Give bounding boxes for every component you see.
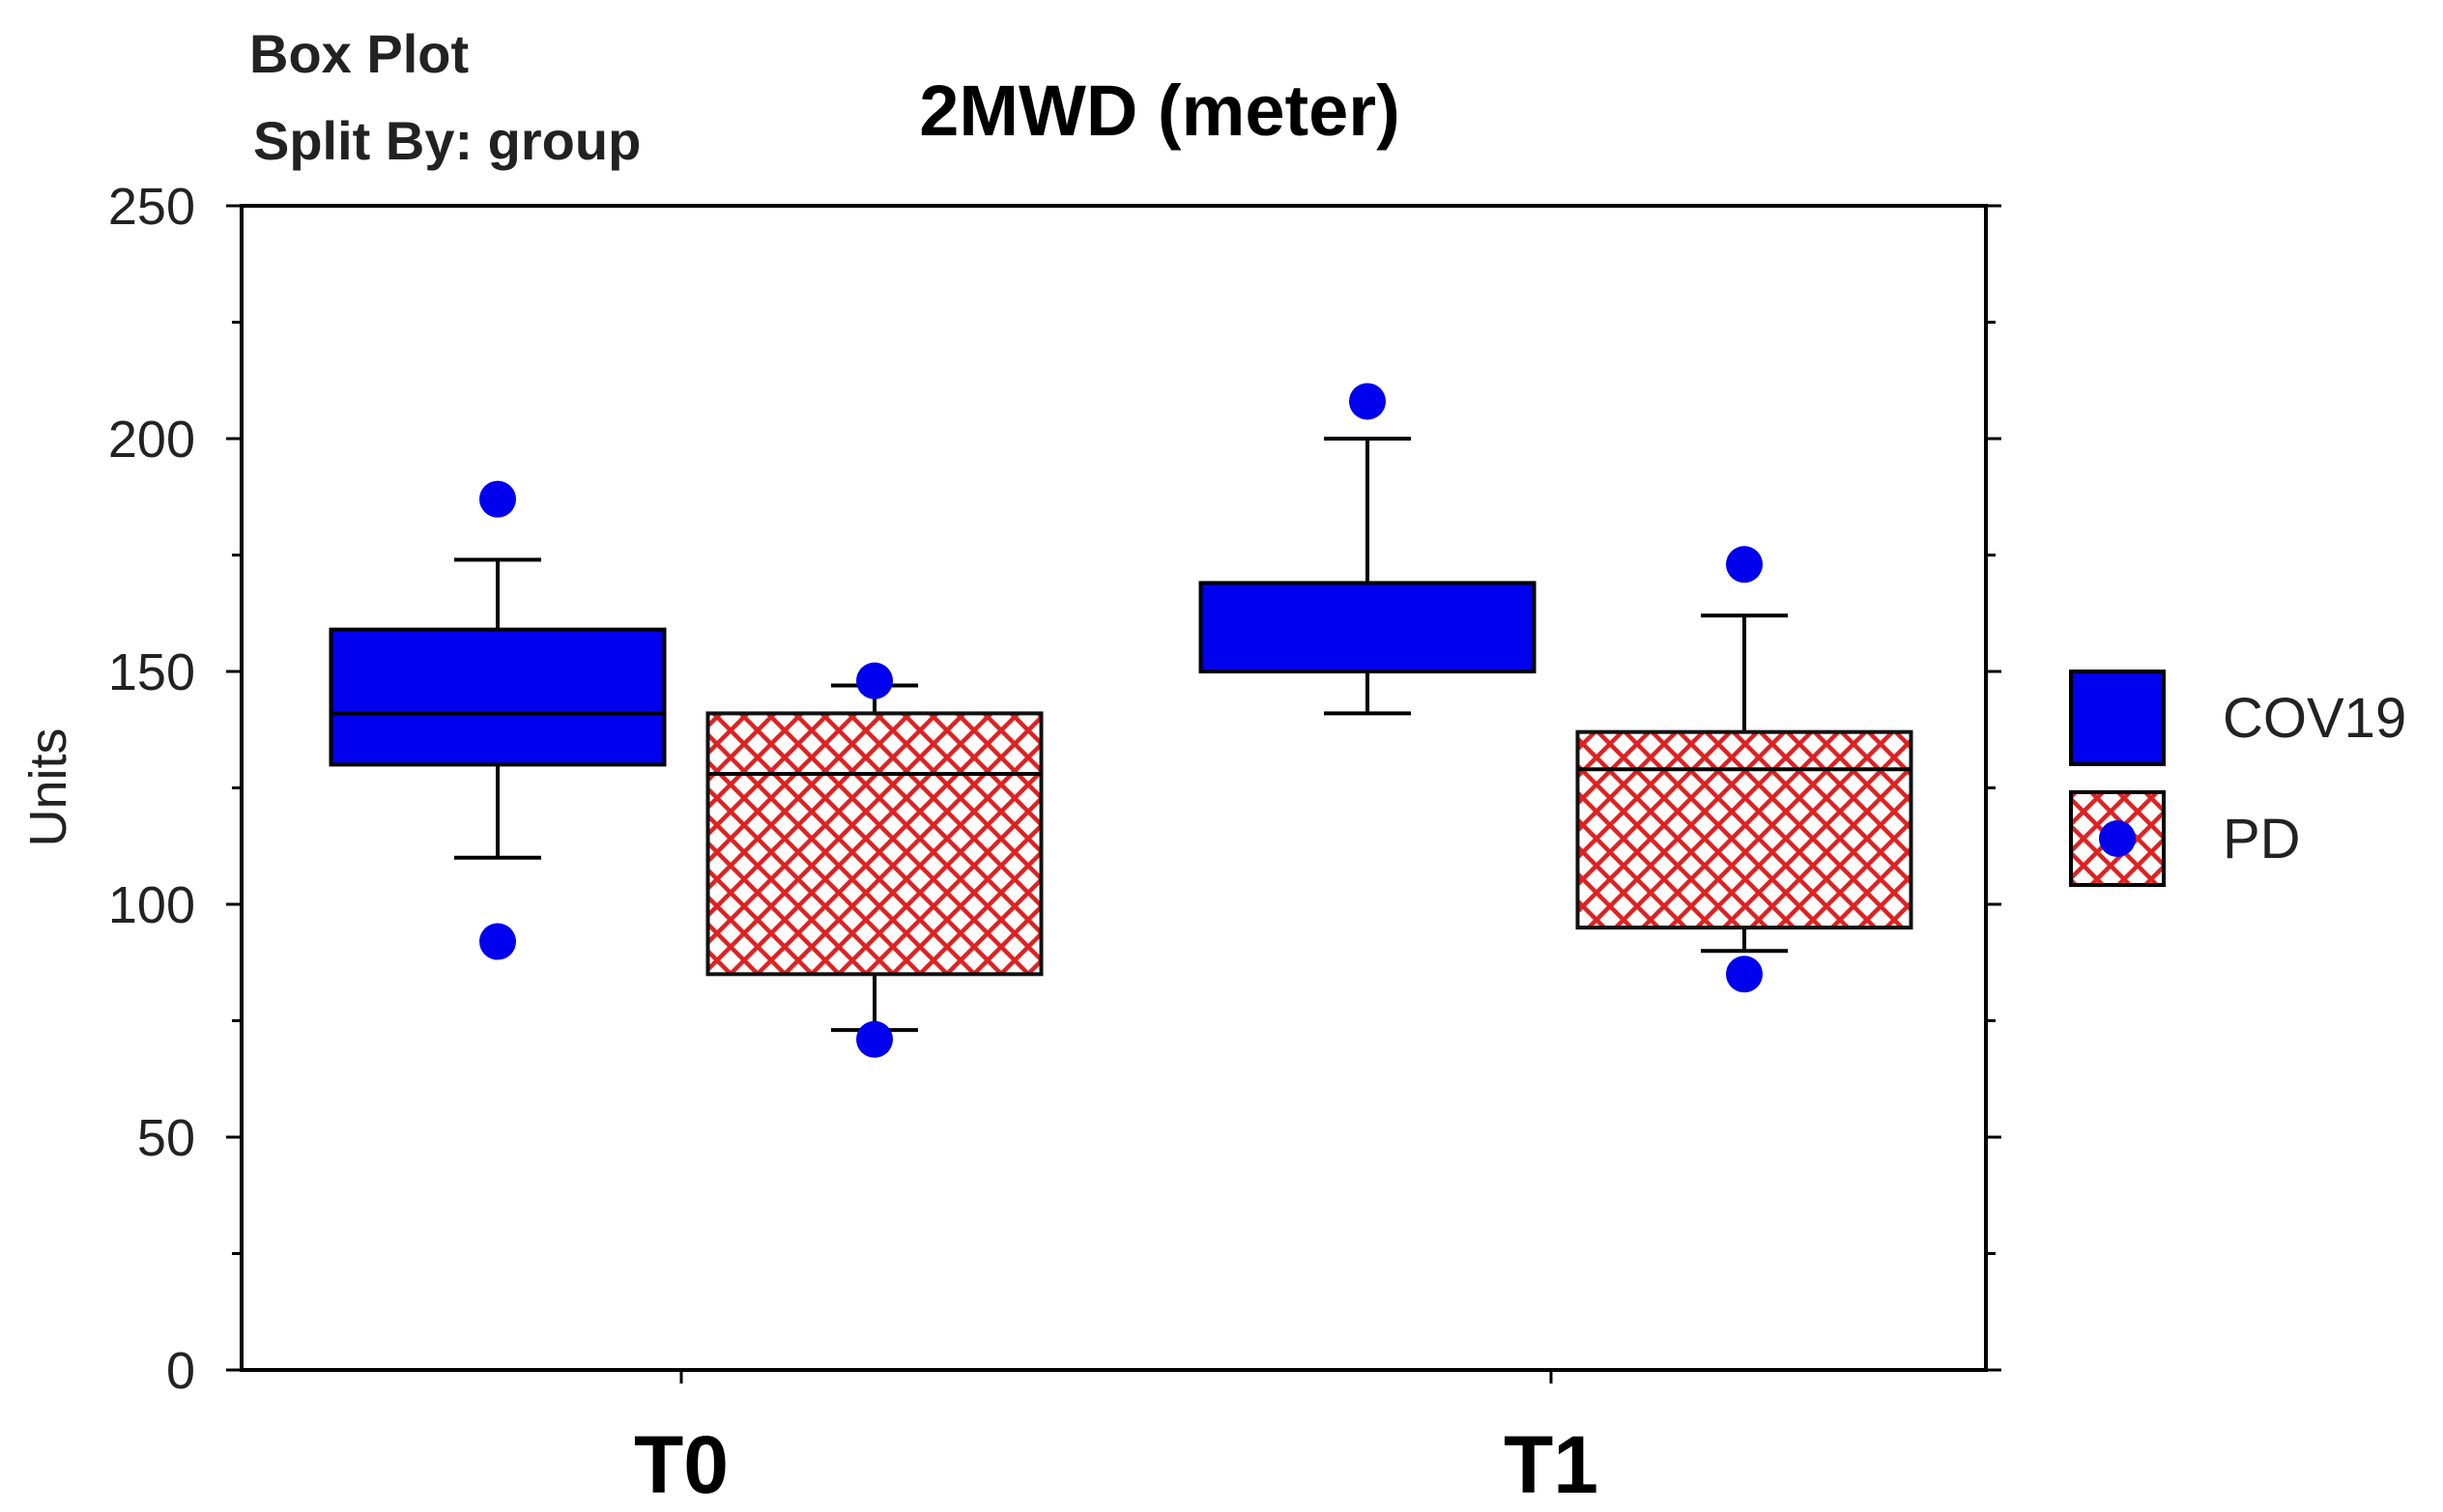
- legend-swatch-COV19: [2069, 670, 2166, 766]
- box-rect: [1575, 729, 1913, 930]
- box-rect: [329, 627, 667, 767]
- outlier-point-0: [1726, 546, 1763, 584]
- legend-item-COV19: COV19: [2069, 670, 2406, 766]
- chart-header-line1: Box Plot: [249, 23, 469, 84]
- box-rect: [1198, 581, 1537, 673]
- box-COV19-T0: [329, 480, 667, 960]
- box-COV19-T1: [1198, 383, 1537, 716]
- y-tick-label-0: 0: [166, 1342, 195, 1400]
- box-series: [329, 383, 1913, 1058]
- series-PD: [705, 546, 1913, 1058]
- x-category-label-T1: T1: [1504, 1419, 1598, 1507]
- y-tick-label-200: 200: [108, 411, 195, 469]
- outlier-point-0: [856, 662, 893, 699]
- box-PD-T1: [1575, 546, 1913, 993]
- legend-item-PD: PD: [2069, 790, 2301, 887]
- box-PD-T0: [705, 662, 1044, 1058]
- legend: COV19 PD: [2069, 670, 2406, 887]
- chart-header-line2: Split By: group: [253, 110, 641, 171]
- box-rect: [705, 711, 1044, 977]
- outlier-point-1: [479, 923, 516, 960]
- legend-label-PD: PD: [2223, 808, 2301, 870]
- chart-title: 2MWD (meter): [919, 71, 1399, 151]
- y-tick-label-100: 100: [108, 876, 195, 934]
- outlier-point-0: [479, 480, 516, 518]
- x-axis-ticks: T0 T1: [634, 1370, 1598, 1510]
- series-COV19: [329, 383, 1537, 960]
- legend-swatch-PD: [2069, 790, 2166, 887]
- y-tick-label-50: 50: [137, 1109, 195, 1167]
- outlier-point-1: [856, 1020, 893, 1058]
- y-tick-label-250: 250: [108, 178, 195, 236]
- y-axis-label: Units: [19, 727, 77, 846]
- y-tick-label-150: 150: [108, 643, 195, 701]
- x-category-label-T0: T0: [634, 1419, 729, 1507]
- legend-label-COV19: COV19: [2223, 687, 2406, 750]
- outlier-point-0: [1349, 383, 1386, 420]
- outlier-point-1: [1726, 956, 1763, 993]
- legend-marker-PD: [2099, 820, 2136, 857]
- y-axis-ticks: 0 50 100 150 200 250: [108, 178, 2001, 1400]
